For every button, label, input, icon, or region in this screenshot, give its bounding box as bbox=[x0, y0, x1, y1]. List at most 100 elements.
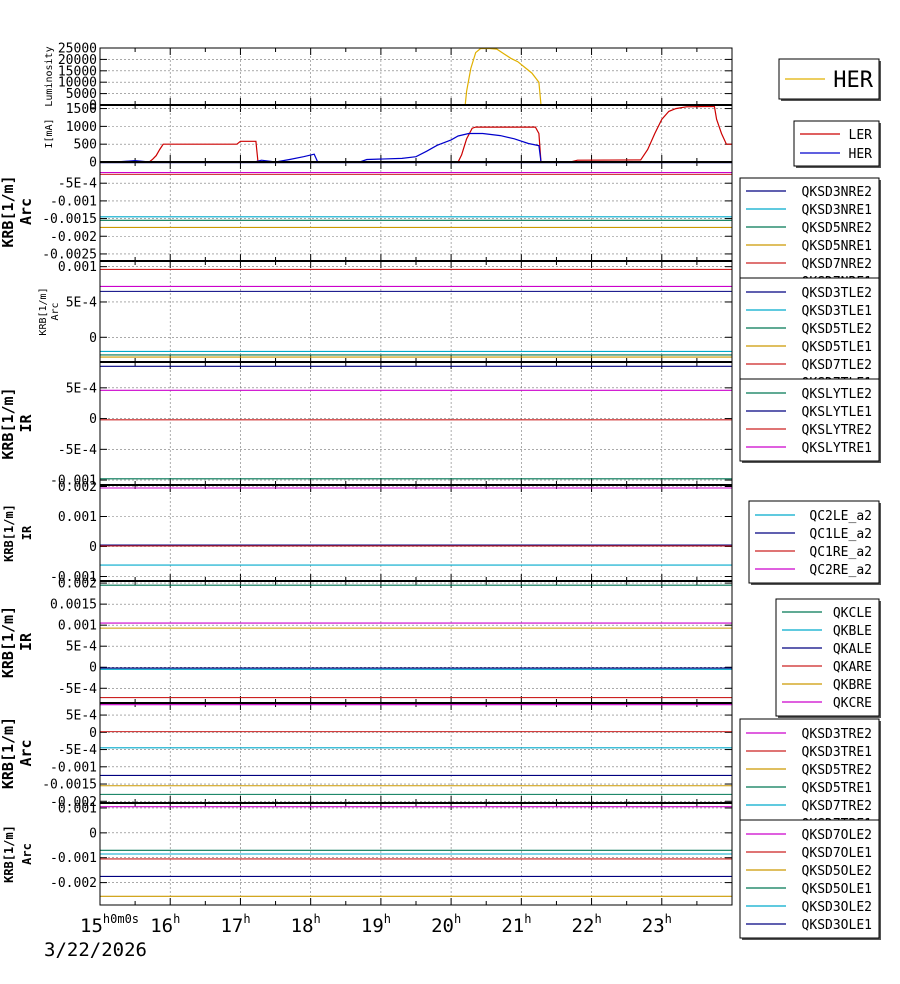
x-tick-label: 19h bbox=[361, 912, 391, 937]
panel-frame bbox=[99, 260, 733, 363]
legend-entry: QKSD5TLE2 bbox=[802, 322, 872, 337]
y-tick-label: 10000 bbox=[58, 76, 97, 91]
legend-entry: LER bbox=[849, 128, 873, 143]
y-tick-label: 1500 bbox=[66, 102, 97, 117]
panel-frame bbox=[99, 161, 733, 262]
y-tick-label: -0.001 bbox=[50, 760, 97, 775]
legend-entry: HER bbox=[849, 147, 873, 162]
y-axis-label: Luminosity bbox=[44, 46, 55, 106]
y-tick-label: 0.001 bbox=[58, 801, 97, 816]
y-tick-label: -0.001 bbox=[50, 474, 97, 489]
y-tick-label: 0 bbox=[89, 826, 97, 841]
legend-entry: QC1RE_a2 bbox=[809, 545, 872, 560]
y-axis-label-line: KRB[1/m] bbox=[0, 175, 17, 247]
series-group bbox=[100, 365, 732, 480]
legend-entry: QKSD7OLE1 bbox=[802, 846, 872, 861]
y-tick-label: 0.001 bbox=[58, 619, 97, 634]
legend-entry: QKALE bbox=[833, 642, 872, 657]
y-tick-label: -0.0025 bbox=[42, 247, 97, 262]
legend-box bbox=[793, 120, 880, 167]
date-label: 3/22/2026 bbox=[44, 939, 147, 961]
y-tick-label: 0 bbox=[89, 661, 97, 676]
y-tick-label: -5E-4 bbox=[58, 743, 97, 758]
legend-entry: QKSD5TRE2 bbox=[802, 763, 872, 778]
y-tick-label: 0.001 bbox=[58, 260, 97, 275]
x-tick-label: 21h bbox=[501, 912, 531, 937]
y-tick-label: -0.001 bbox=[50, 194, 97, 209]
y-axis-label: KRB[1/m] IR bbox=[0, 606, 35, 678]
legend-box bbox=[739, 718, 880, 837]
legend: QKSD3TRE2 QKSD3TRE1 QKSD5TRE2 QKSD5TRE1 QKSD… bbox=[739, 718, 881, 838]
legend-entry: QKSLYTLE1 bbox=[802, 405, 872, 420]
y-axis-label-line: KRB[1/m] bbox=[0, 606, 17, 678]
legend-entry: QKSD5TLE1 bbox=[802, 340, 872, 355]
legend-entry: QKSD3TRE2 bbox=[802, 727, 872, 742]
legend: QKSD7OLE2 QKSD7OLE1 QKSD5OLE2 QKSD5OLE1 QKSD… bbox=[739, 819, 881, 940]
legend-entry: QKSD7TRE2 bbox=[802, 799, 872, 814]
y-axis-label-line: IR bbox=[17, 632, 35, 651]
y-tick-label: -0.001 bbox=[50, 851, 97, 866]
legend-entry: QKSD5OLE1 bbox=[802, 882, 872, 897]
legend-box bbox=[775, 598, 880, 717]
legend-box bbox=[739, 177, 880, 296]
legend-entry: QC2LE_a2 bbox=[809, 509, 872, 524]
y-axis-label-line: KRB[1/m] bbox=[0, 717, 17, 789]
series-group bbox=[100, 48, 732, 105]
legend: QKSLYTLE2 QKSLYTLE1 QKSLYTRE2 QKSLYTRE1 bbox=[739, 378, 881, 463]
y-tick-label: 0 bbox=[89, 156, 97, 171]
series-line bbox=[100, 48, 732, 105]
y-axis-label-line: KRB[1/m] bbox=[0, 387, 17, 459]
y-axis-label-line: KRB[1/m] bbox=[2, 825, 16, 883]
panel-frame bbox=[99, 47, 733, 106]
legend-entry: QKSD3TLE2 bbox=[802, 286, 872, 301]
x-tick-label: 16h bbox=[150, 912, 180, 937]
legend-entry: QKSD3OLE1 bbox=[802, 918, 872, 933]
series-group bbox=[100, 105, 732, 162]
y-tick-label: 5E-4 bbox=[66, 295, 97, 310]
series-group bbox=[100, 806, 732, 897]
y-tick-label: 25000 bbox=[58, 42, 97, 57]
y-tick-label: -0.0015 bbox=[42, 778, 97, 793]
legend-entry: QC2RE_a2 bbox=[809, 563, 872, 578]
legend-box bbox=[739, 819, 880, 939]
legend-entry: QKSD3OLE2 bbox=[802, 900, 872, 915]
y-tick-label: 20000 bbox=[58, 53, 97, 68]
legend-entry: QKSD5TRE1 bbox=[802, 781, 872, 796]
panel-7: 0.002 0.0015 0.001 5E-4 0 -5E-4 KRB[1/m] IR QKCL… bbox=[0, 577, 881, 718]
y-axis-label: I[mA] bbox=[44, 118, 55, 148]
y-axis-label-line: Arc bbox=[17, 739, 35, 766]
series-group bbox=[100, 162, 732, 228]
legend-entry: QKCLE bbox=[833, 606, 872, 621]
y-axis-label: KRB[1/m] Arc bbox=[2, 825, 34, 883]
legend-entry: QKSD7TLE2 bbox=[802, 358, 872, 373]
y-axis-label-line: KRB[1/m] bbox=[2, 504, 16, 562]
series-line bbox=[100, 105, 732, 162]
panel-frame bbox=[99, 104, 733, 163]
panel-frame bbox=[99, 580, 733, 704]
x-tick-label: 22h bbox=[572, 912, 602, 937]
y-tick-label: 15000 bbox=[58, 64, 97, 79]
y-tick-label: 5E-4 bbox=[66, 709, 97, 724]
y-tick-label: 0.0015 bbox=[50, 598, 97, 613]
y-tick-label: 0.001 bbox=[58, 510, 97, 525]
legend-entry: QKSD7OLE2 bbox=[802, 828, 872, 843]
legend: QKCLE QKBLE QKALE QKARE QKBRE QKCRE bbox=[775, 598, 881, 718]
legend-entry: QKSD3TRE1 bbox=[802, 745, 872, 760]
legend-entry: QKSLYTRE2 bbox=[802, 423, 872, 438]
legend: HER bbox=[778, 58, 881, 101]
legend: LER HER bbox=[793, 120, 881, 168]
legend-entry: QC1LE_a2 bbox=[809, 527, 872, 542]
y-tick-label: 5000 bbox=[66, 87, 97, 102]
y-tick-label: 0 bbox=[89, 331, 97, 346]
x-tick-label: 15h0m0s bbox=[80, 912, 139, 937]
legend-entry: QKSD3NRE2 bbox=[802, 185, 872, 200]
x-tick-label: 23h bbox=[642, 912, 672, 937]
y-tick-label: 500 bbox=[74, 138, 97, 153]
y-axis-label: KRB[1/m] IR bbox=[0, 387, 35, 459]
panel-3: -5E-4 -0.001 -0.0015 -0.002 -0.0025 KRB[1/m] A… bbox=[0, 161, 881, 297]
x-tick-label: 20h bbox=[431, 912, 461, 937]
